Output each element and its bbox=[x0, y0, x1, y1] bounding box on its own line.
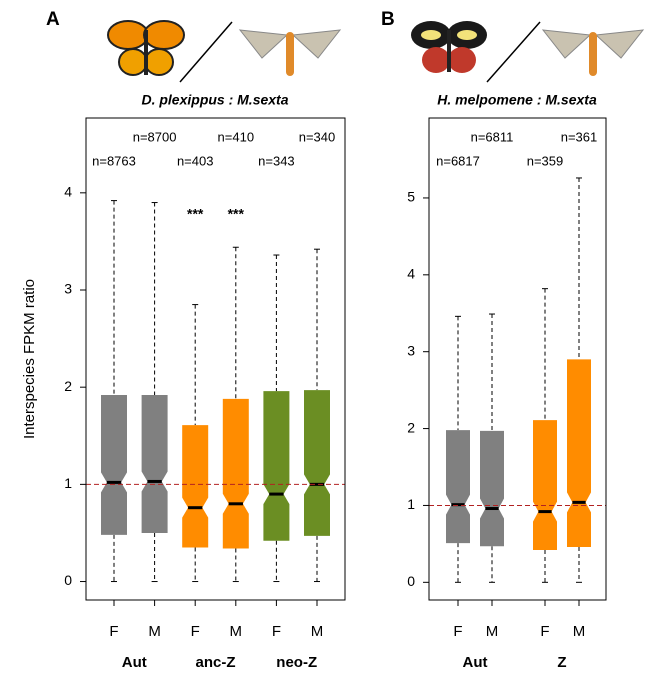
box bbox=[304, 390, 330, 536]
y-tick-label: 3 bbox=[64, 281, 72, 297]
box bbox=[101, 395, 127, 535]
n-label: n=410 bbox=[218, 129, 255, 144]
n-label: n=340 bbox=[299, 129, 336, 144]
chart-title: D. plexippus : M.sexta bbox=[141, 92, 288, 108]
n-label: n=403 bbox=[177, 153, 214, 168]
n-label: n=8763 bbox=[92, 153, 136, 168]
butterfly-icon bbox=[108, 21, 184, 75]
y-tick-label: 0 bbox=[407, 573, 415, 589]
group-label: anc-Z bbox=[195, 654, 235, 671]
x-tick-label: M bbox=[230, 623, 243, 640]
n-label: n=343 bbox=[258, 153, 295, 168]
y-tick-label: 1 bbox=[64, 475, 72, 491]
box bbox=[142, 395, 168, 533]
y-tick-label: 2 bbox=[407, 419, 415, 435]
x-tick-label: M bbox=[148, 623, 161, 640]
y-tick-label: 3 bbox=[407, 342, 415, 358]
box bbox=[182, 425, 208, 547]
y-tick-label: 0 bbox=[64, 572, 72, 588]
y-tick-label: 4 bbox=[407, 266, 415, 282]
significance: *** bbox=[228, 206, 245, 222]
y-axis-title: Interspecies FPKM ratio bbox=[21, 279, 38, 439]
x-tick-label: F bbox=[540, 623, 549, 640]
n-label: n=6817 bbox=[436, 153, 480, 168]
y-tick-label: 1 bbox=[407, 496, 415, 512]
n-label: n=361 bbox=[561, 129, 598, 144]
y-tick-label: 4 bbox=[64, 184, 72, 200]
n-label: n=359 bbox=[527, 153, 564, 168]
box bbox=[223, 399, 249, 549]
x-tick-label: F bbox=[272, 623, 281, 640]
x-tick-label: F bbox=[109, 623, 118, 640]
moth-icon bbox=[240, 30, 340, 76]
group-label: Aut bbox=[122, 654, 147, 671]
box bbox=[263, 391, 289, 541]
x-tick-label: F bbox=[453, 623, 462, 640]
box bbox=[533, 420, 557, 550]
x-tick-label: M bbox=[486, 623, 499, 640]
n-label: n=8700 bbox=[133, 129, 177, 144]
y-tick-label: 2 bbox=[64, 378, 72, 394]
box bbox=[446, 430, 470, 543]
box bbox=[480, 431, 504, 546]
n-label: n=6811 bbox=[471, 129, 514, 144]
panel-label: B bbox=[381, 9, 395, 30]
group-label: neo-Z bbox=[276, 654, 317, 671]
significance: *** bbox=[187, 206, 204, 222]
separator bbox=[180, 22, 232, 82]
group-label: Aut bbox=[463, 654, 488, 671]
panel-label: A bbox=[46, 9, 60, 30]
x-tick-label: F bbox=[191, 623, 200, 640]
moth-icon bbox=[543, 30, 643, 76]
y-tick-label: 5 bbox=[407, 189, 415, 205]
chart-title: H. melpomene : M.sexta bbox=[437, 92, 597, 108]
butterfly-icon bbox=[411, 21, 487, 73]
figure: A D. plexippus : M.sexta Interspecies FPKM… bbox=[0, 0, 645, 673]
separator bbox=[487, 22, 540, 82]
x-tick-label: M bbox=[311, 623, 324, 640]
x-tick-label: M bbox=[573, 623, 586, 640]
box bbox=[567, 359, 591, 547]
group-label: Z bbox=[557, 654, 566, 671]
